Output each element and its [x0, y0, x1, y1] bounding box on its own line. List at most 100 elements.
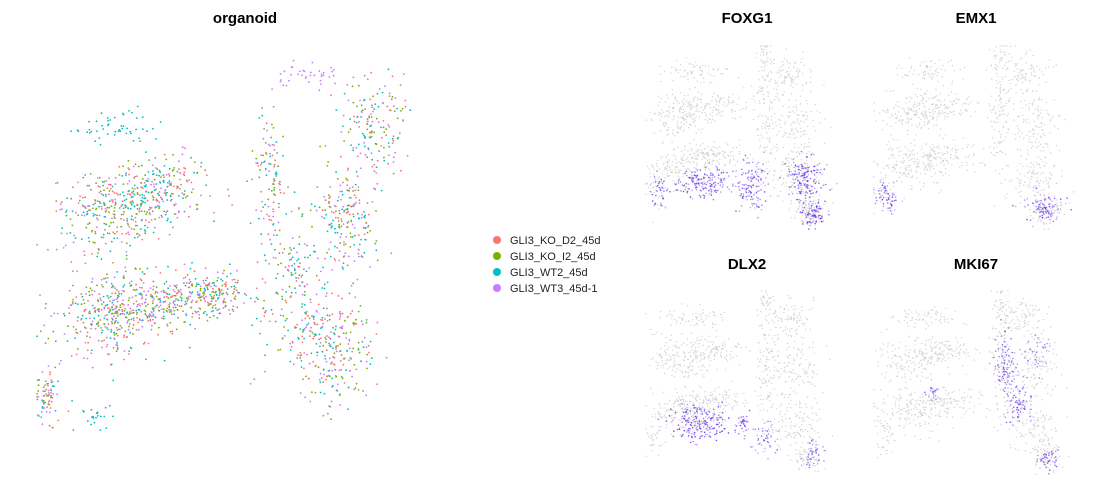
cell-point: [981, 162, 983, 164]
expressing-cell-point: [728, 175, 730, 177]
cell-point: [645, 119, 648, 121]
cell-point: [724, 164, 726, 166]
cell-point: [792, 75, 794, 77]
cell-point: [893, 138, 895, 140]
cell-point: [999, 58, 1001, 60]
cell-point: [165, 211, 168, 214]
expressing-cell-point: [745, 188, 748, 191]
cell-point: [797, 207, 800, 210]
cell-point: [132, 324, 135, 326]
cell-point: [732, 100, 734, 102]
cell-point: [1027, 153, 1029, 155]
cell-point: [366, 122, 368, 125]
cell-point: [335, 350, 338, 353]
cell-point: [685, 57, 687, 59]
cell-point: [656, 160, 659, 162]
cell-point: [910, 65, 913, 68]
expressing-cell-point: [712, 185, 714, 188]
cell-point: [788, 165, 790, 167]
cell-point: [785, 132, 788, 135]
cell-point: [684, 149, 686, 151]
cell-point: [694, 117, 696, 120]
cell-point: [711, 115, 713, 117]
cell-point: [85, 317, 87, 320]
cell-point: [335, 375, 338, 378]
cell-point: [756, 129, 759, 131]
cell-point: [931, 143, 934, 146]
cell-point: [793, 79, 795, 81]
expressing-cell-point: [661, 195, 663, 197]
cell-point: [360, 320, 363, 323]
cell-point: [1002, 152, 1004, 154]
cell-point: [262, 137, 265, 140]
cell-point: [53, 312, 56, 315]
cell-point: [177, 289, 180, 291]
cell-point: [913, 114, 915, 116]
cell-point: [290, 291, 293, 294]
cell-point: [810, 90, 812, 93]
cell-point: [766, 60, 768, 62]
cell-point: [926, 153, 928, 156]
cell-point: [318, 70, 321, 72]
cell-point: [934, 106, 937, 108]
cell-point: [310, 326, 312, 329]
cell-point: [1002, 89, 1004, 92]
expressing-cell-point: [765, 177, 767, 179]
cell-point: [761, 51, 763, 53]
cell-point: [1045, 81, 1047, 83]
cell-point: [176, 187, 178, 190]
cell-point: [680, 169, 682, 172]
cell-point: [788, 174, 790, 176]
cell-point: [214, 291, 217, 294]
expressing-cell-point: [804, 184, 806, 187]
cell-point: [1021, 132, 1023, 134]
cell-point: [904, 168, 906, 170]
cell-point: [719, 115, 721, 117]
cell-point: [331, 313, 334, 316]
cell-point: [940, 68, 942, 71]
cell-point: [263, 315, 266, 318]
cell-point: [273, 186, 276, 189]
cell-point: [123, 290, 125, 293]
cell-point: [800, 120, 802, 122]
cell-point: [803, 179, 805, 181]
cell-point: [881, 109, 884, 112]
cell-point: [229, 272, 232, 275]
cell-point: [155, 266, 157, 268]
cell-point: [45, 380, 47, 383]
cell-point: [291, 256, 294, 259]
cell-point: [937, 72, 939, 74]
cell-point: [778, 130, 780, 132]
cell-point: [813, 199, 815, 202]
cell-point: [701, 158, 703, 161]
cell-point: [152, 199, 155, 201]
cell-point: [338, 259, 341, 262]
cell-point: [378, 88, 381, 90]
cell-point: [187, 296, 190, 298]
expressing-cell-point: [714, 176, 716, 178]
cell-point: [339, 155, 342, 158]
expressing-cell-point: [682, 190, 685, 193]
legend-dot: [493, 252, 501, 260]
cell-point: [917, 162, 919, 164]
cell-point: [362, 390, 364, 392]
cell-point: [796, 118, 799, 120]
cell-point: [674, 96, 677, 99]
cell-point: [185, 314, 188, 317]
cell-point: [362, 226, 365, 229]
cell-point: [47, 337, 50, 340]
cell-point: [83, 302, 86, 305]
cell-point: [913, 101, 916, 104]
cell-point: [715, 154, 717, 156]
cell-point: [155, 295, 158, 298]
cell-point: [368, 116, 371, 119]
cell-point: [702, 77, 705, 79]
expressing-cell-point: [693, 174, 696, 176]
cell-point: [338, 212, 341, 215]
cell-point: [116, 289, 118, 291]
cell-point: [59, 203, 62, 206]
cell-point: [100, 236, 103, 239]
cell-point: [664, 187, 666, 189]
cell-point: [148, 206, 151, 209]
cell-point: [923, 105, 925, 107]
